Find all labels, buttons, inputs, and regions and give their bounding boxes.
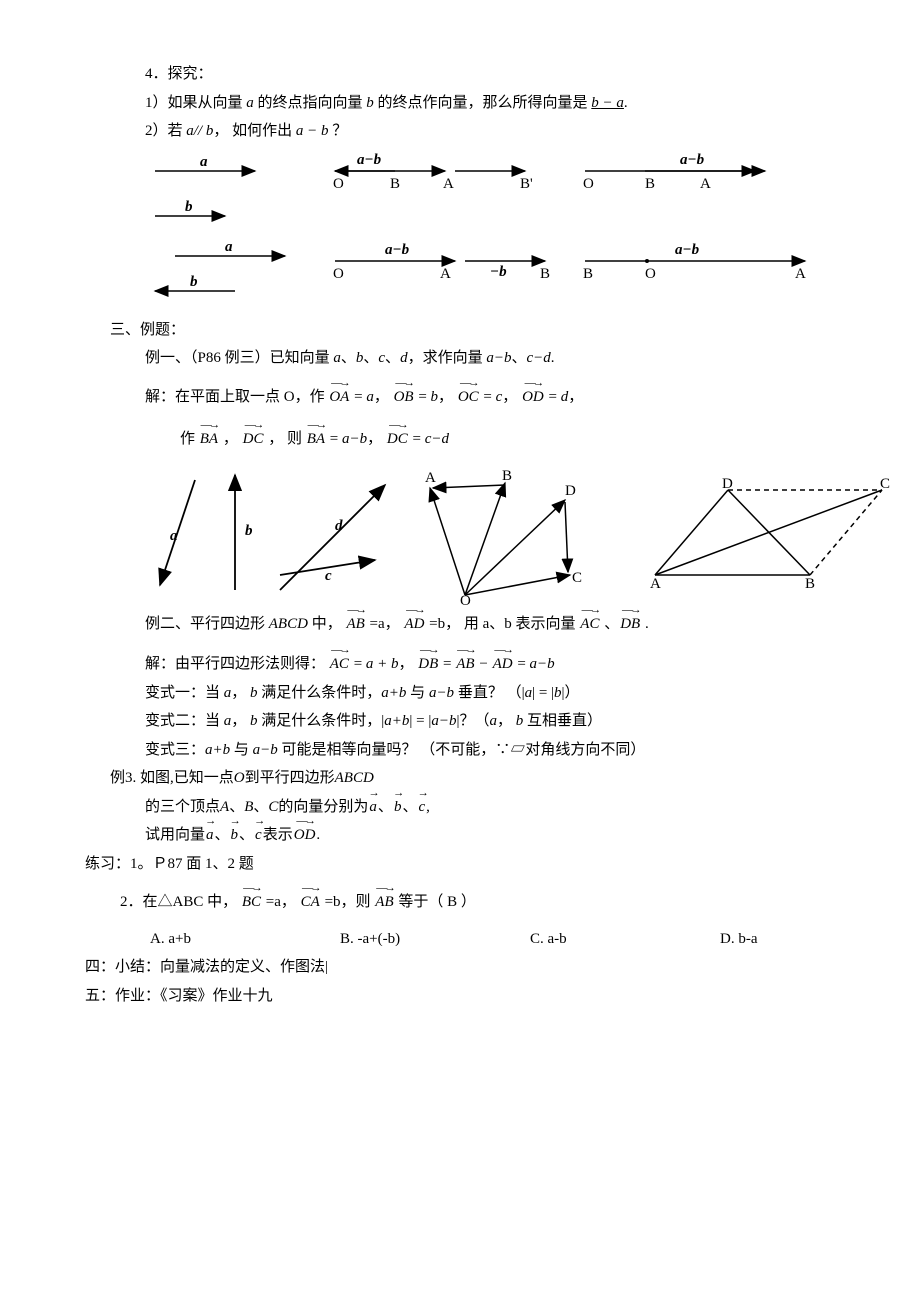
svg-text:a−b: a−b <box>675 242 700 258</box>
svg-text:C: C <box>572 570 582 586</box>
section-summary: 四：小结：向量减法的定义、作图法| <box>85 953 870 982</box>
section-4-title: 4．探究： <box>145 60 870 89</box>
section-3-title: 三、例题： <box>110 316 870 345</box>
option-b: B. -a+(-b) <box>340 925 490 954</box>
svg-text:B: B <box>502 468 512 484</box>
svg-text:b: b <box>190 274 198 290</box>
svg-text:O: O <box>333 176 344 192</box>
svg-text:d: d <box>335 518 343 534</box>
svg-text:A: A <box>795 266 806 282</box>
example-3-line-3: 试用向量a、b、c表示OD. <box>145 821 870 850</box>
svg-text:A: A <box>443 176 454 192</box>
svg-text:a−b: a−b <box>385 242 410 258</box>
svg-text:O: O <box>333 266 344 282</box>
svg-text:a: a <box>170 528 178 544</box>
variant-1: 变式一：当 a， b 满足什么条件时，a+b 与 a−b 垂直？ （|a| = … <box>145 679 870 708</box>
svg-text:B: B <box>805 576 815 592</box>
svg-text:O: O <box>583 176 594 192</box>
practice-2-options: A. a+b B. -a+(-b) C. a-b D. b-a <box>150 925 870 954</box>
svg-text:a−b: a−b <box>680 152 705 168</box>
diagram-constructions: a b d c O A B C D A B D C <box>140 460 900 610</box>
section-homework: 五：作业：《习案》作业十九 <box>85 982 870 1011</box>
svg-text:a−b: a−b <box>357 152 382 168</box>
section-4-point-2: 2）若 a// b， 如何作出 a − b ？ <box>145 117 870 146</box>
svg-text:b: b <box>245 523 253 539</box>
practice-1: 练习：1。Ｐ87 面 1、2 题 <box>85 850 870 879</box>
svg-text:b: b <box>185 199 193 215</box>
svg-text:c: c <box>325 568 332 584</box>
svg-text:−b: −b <box>490 264 507 280</box>
svg-text:B: B <box>645 176 655 192</box>
svg-text:A: A <box>700 176 711 192</box>
example-3-line-1: 例3. 如图,已知一点O到平行四边形ABCD <box>110 764 870 793</box>
svg-text:a: a <box>225 239 233 255</box>
svg-text:B: B <box>583 266 593 282</box>
example-2: 例二、平行四边形 ABCD 中， AB =a， AD =b， 用 a、b 表示向… <box>145 610 870 639</box>
svg-text:B': B' <box>520 176 533 192</box>
svg-text:A: A <box>650 576 661 592</box>
svg-text:O: O <box>645 266 656 282</box>
practice-2: 2．在△ABC 中， BC =a， CA =b，则 AB 等于（ B ） <box>120 888 870 917</box>
variant-3: 变式三：a+b 与 a−b 可能是相等向量吗？ （不可能，∵▱对角线方向不同） <box>145 736 870 765</box>
example-2-solution: 解：由平行四边形法则得： AC = a + b， DB = AB − AD = … <box>145 650 870 679</box>
diagram-parallel-2: a b a−b O A −b B a−b B O A <box>145 236 865 316</box>
option-a: A. a+b <box>150 925 300 954</box>
diagram-parallel-1: a b a−b O B A B' a−b O B A <box>145 146 865 236</box>
option-c: C. a-b <box>530 925 680 954</box>
option-d: D. b-a <box>720 925 870 954</box>
svg-text:B: B <box>390 176 400 192</box>
svg-text:a: a <box>200 154 208 170</box>
svg-text:D: D <box>565 483 576 499</box>
variant-2: 变式二：当 a， b 满足什么条件时，|a+b| = |a−b|？（a， b 互… <box>145 707 870 736</box>
example-1-solution-1: 解：在平面上取一点 O，作 OA = a， OB = b， OC = c， OD… <box>145 383 870 412</box>
svg-text:A: A <box>425 470 436 486</box>
example-1: 例一、（P86 例三）已知向量 a、b、c、d，求作向量 a−b、c−d. <box>145 344 870 373</box>
example-1-solution-2: 作 BA ， DC ， 则 BA = a−b， DC = c−d <box>180 425 870 454</box>
svg-text:B: B <box>540 266 550 282</box>
svg-text:A: A <box>440 266 451 282</box>
section-4-point-1: 1）如果从向量 a 的终点指向向量 b 的终点作向量，那么所得向量是 b − a… <box>145 89 870 118</box>
